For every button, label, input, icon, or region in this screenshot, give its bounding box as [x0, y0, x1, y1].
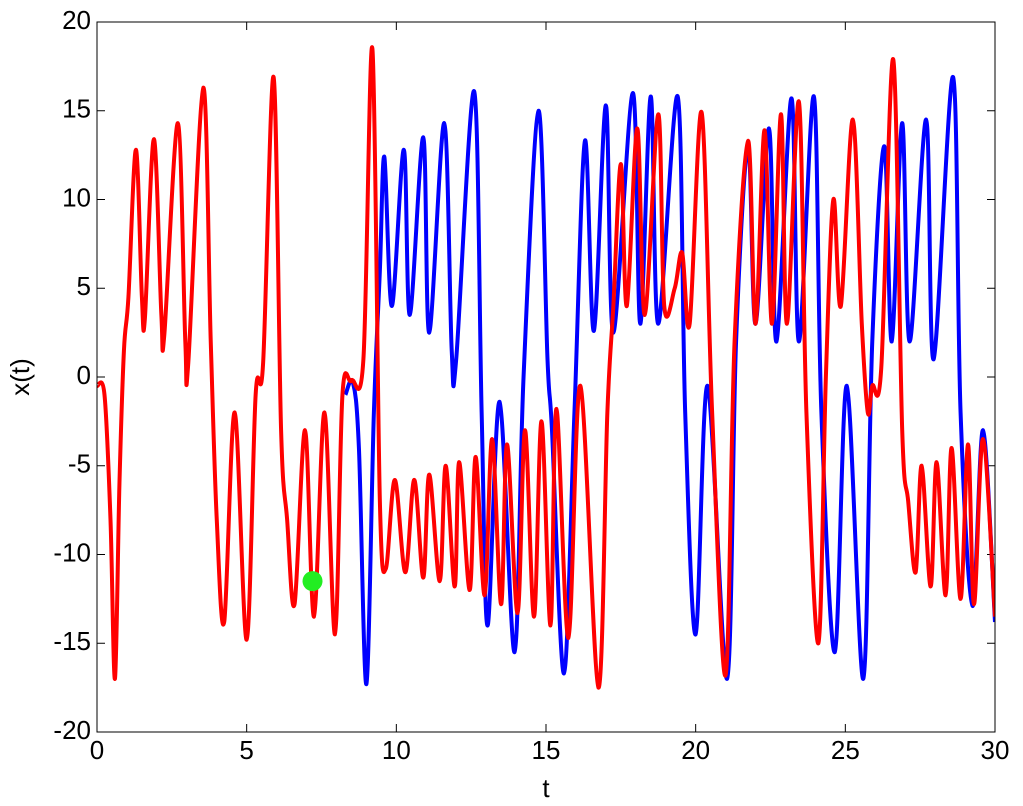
x-axis-label: t	[542, 773, 550, 803]
x-tick-label: 0	[90, 735, 104, 765]
y-tick-label: -10	[53, 537, 91, 567]
y-tick-label: 0	[77, 360, 91, 390]
line-series	[97, 45, 995, 690]
y-tick-label: -20	[53, 715, 91, 745]
y-axis-label: x(t)	[5, 358, 35, 396]
y-tick-label: 15	[62, 94, 91, 124]
y-tick-label: 5	[77, 271, 91, 301]
x-tick-label: 25	[831, 735, 860, 765]
y-tick-label: 10	[62, 182, 91, 212]
line-series	[343, 74, 995, 687]
x-tick-label: 5	[239, 735, 253, 765]
y-tick-label: -15	[53, 626, 91, 656]
x-tick-label: 15	[532, 735, 561, 765]
marker-point	[302, 571, 323, 592]
x-tick-label: 20	[681, 735, 710, 765]
plot-frame	[96, 21, 996, 733]
y-tick-label: 20	[62, 5, 91, 35]
x-tick-label: 10	[382, 735, 411, 765]
y-tick-label: -5	[68, 449, 91, 479]
x-tick-label: 30	[981, 735, 1010, 765]
